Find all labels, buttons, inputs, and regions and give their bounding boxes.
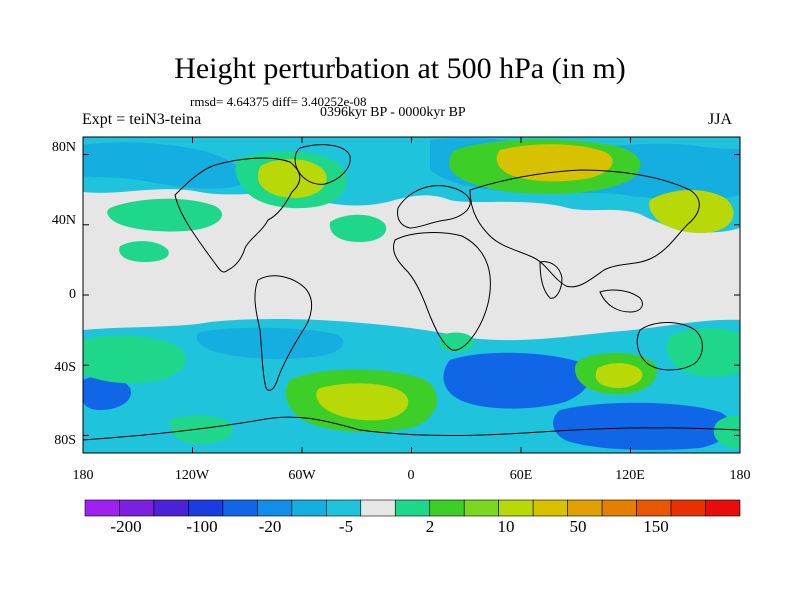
positive-region-south-atlantic-south	[169, 415, 233, 444]
coastline-europe	[397, 185, 471, 229]
negative-region-north-america	[83, 142, 243, 189]
colorbar-swatch	[567, 499, 603, 517]
colorbar-label: 10	[497, 517, 515, 536]
lat-label-80s: 80S	[54, 433, 76, 448]
colorbar-swatch	[188, 499, 224, 517]
lat-label-0: 0	[69, 287, 76, 302]
positive-region-south-pacific-east	[83, 335, 186, 384]
positive-region-south-atlantic-core	[316, 383, 409, 421]
colorbar-swatch	[360, 499, 396, 517]
positive-region-greenland-core	[258, 159, 327, 198]
colorbar-label: -100	[186, 517, 218, 536]
positive-region-south-polar	[713, 416, 740, 449]
colorbar-label: -5	[338, 517, 354, 536]
colorbar-swatch	[670, 499, 706, 517]
negative-region-atlantic-subtropics	[196, 327, 344, 359]
positive-region-northeast-asia	[649, 189, 734, 234]
colorbar-swatch	[119, 499, 155, 517]
lat-label-40s: 40S	[54, 360, 76, 375]
contour-field	[83, 137, 740, 453]
lon-label-0: 0	[407, 468, 415, 483]
lon-label-180w: 180	[72, 468, 94, 483]
lon-label-120w: 120W	[174, 468, 210, 483]
colorbar-swatch	[498, 499, 534, 517]
positive-region-north-pacific	[107, 198, 223, 232]
coastline-southeast-asia	[599, 289, 643, 313]
colorbar-label: 150	[643, 517, 669, 536]
colorbar-swatch	[326, 499, 362, 517]
season-label: JJA	[708, 111, 733, 128]
negative-region-southern-ocean	[443, 352, 591, 409]
lat-label-80n: 80N	[51, 140, 76, 155]
lon-label-60e: 60E	[509, 468, 533, 483]
colorbar-swatch	[257, 499, 293, 517]
colorbar	[84, 499, 741, 517]
colorbar-swatch	[84, 499, 120, 517]
positive-region-north-atlantic	[329, 214, 387, 242]
positive-region-south-indian-core	[595, 363, 643, 388]
coastline-india	[539, 261, 563, 299]
coastline-antarctica	[83, 416, 740, 441]
coastline-asia	[469, 169, 700, 288]
colorbar-swatch	[532, 499, 568, 517]
colorbar-label: 50	[569, 517, 587, 536]
period-subtitle: 0396kyr BP - 0000kyr BP	[320, 105, 466, 120]
colorbar-swatch	[429, 499, 465, 517]
coastlines	[83, 144, 740, 441]
lon-label-180e: 180	[729, 468, 751, 483]
coastline-australia	[636, 322, 703, 371]
experiment-label: Expt = teiN3-teina	[82, 111, 202, 128]
colorbar-label: 2	[425, 517, 435, 536]
lat-label-40n: 40N	[51, 213, 76, 228]
lon-label-120e: 120E	[615, 468, 645, 483]
colorbar-swatch	[636, 499, 672, 517]
colorbar-swatch	[291, 499, 327, 517]
positive-region-eurasia-core	[496, 144, 613, 182]
positive-region-central-pacific	[119, 241, 169, 262]
map-title: Height perturbation at 500 hPa (in m)	[174, 52, 626, 85]
negative-region-south-west	[83, 375, 131, 410]
colorbar-swatch	[463, 499, 499, 517]
colorbar-swatch	[153, 499, 189, 517]
axis-ticks	[82, 137, 741, 453]
positive-region-tasman	[666, 328, 740, 377]
coastline-greenland	[294, 144, 351, 185]
stats-subtitle: rmsd= 4.64375 diff= 3.40252e-08	[190, 94, 367, 109]
negative-region-south-pacific	[553, 402, 732, 450]
coastline-south-america	[254, 275, 313, 391]
lon-label-60w: 60W	[288, 468, 316, 483]
coastline-north-america	[174, 157, 301, 273]
colorbar-swatch	[601, 499, 637, 517]
colorbar-swatch	[705, 499, 741, 517]
colorbar-swatch	[394, 499, 431, 517]
coastline-africa	[393, 232, 491, 351]
colorbar-label: -200	[110, 517, 142, 536]
colorbar-swatch	[222, 499, 258, 517]
colorbar-label: -20	[258, 517, 282, 536]
